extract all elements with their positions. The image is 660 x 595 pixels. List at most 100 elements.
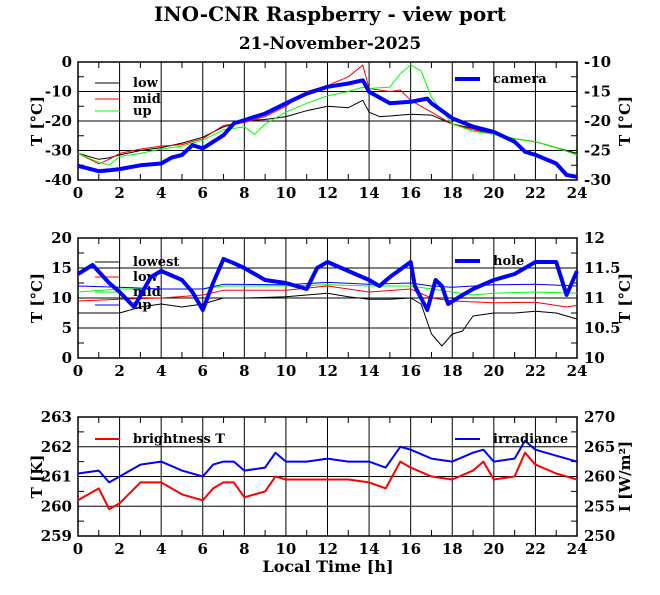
x-tick-label: 8 bbox=[239, 362, 249, 380]
x-tick-label: 16 bbox=[400, 540, 421, 558]
y-right-tick-label: -15 bbox=[584, 83, 611, 101]
legend-label: camera bbox=[493, 72, 547, 87]
x-tick-label: 24 bbox=[567, 362, 588, 380]
y-right-tick-label: 260 bbox=[584, 468, 615, 486]
x-tick-label: 6 bbox=[198, 540, 208, 558]
series-line-brightness-T bbox=[77, 451, 578, 511]
y-axis-right-label: I [W/m²] bbox=[616, 441, 634, 512]
x-tick-label: 0 bbox=[73, 184, 83, 202]
x-tick-label: 18 bbox=[442, 540, 463, 558]
x-tick-label: 12 bbox=[317, 184, 338, 202]
y-right-tick-label: 265 bbox=[584, 438, 615, 456]
x-tick-label: 10 bbox=[275, 540, 296, 558]
x-tick-label: 14 bbox=[359, 184, 380, 202]
series-line-low bbox=[77, 285, 578, 308]
x-tick-label: 20 bbox=[483, 540, 504, 558]
panel-1: 0 2 4 6 8 10 12 14 16 18 20 22 24-40 -30-30 -25-20 -20-… bbox=[28, 53, 634, 202]
x-tick-label: 2 bbox=[114, 184, 124, 202]
x-tick-label: 2 bbox=[114, 362, 124, 380]
x-tick-label: 0 bbox=[73, 540, 83, 558]
y-tick-label: -30 bbox=[45, 142, 72, 160]
legend-label: mid bbox=[133, 92, 161, 107]
y-right-tick-label: -25 bbox=[584, 142, 611, 160]
x-tick-label: 10 bbox=[275, 184, 296, 202]
series-line-hole bbox=[76, 257, 579, 312]
x-tick-label: 4 bbox=[156, 184, 166, 202]
x-tick-label: 6 bbox=[198, 184, 208, 202]
x-tick-label: 14 bbox=[359, 540, 380, 558]
y-tick-label: 261 bbox=[41, 468, 72, 486]
y-right-tick-label: 250 bbox=[584, 527, 615, 545]
y-tick-label: 0 bbox=[62, 349, 72, 367]
y-axis-label: T [°C] bbox=[28, 273, 46, 323]
series-line-low bbox=[77, 99, 578, 160]
plot-frame bbox=[77, 237, 578, 359]
x-tick-label: 10 bbox=[275, 362, 296, 380]
x-tick-label: 20 bbox=[483, 362, 504, 380]
x-tick-label: 8 bbox=[239, 540, 249, 558]
x-tick-label: 4 bbox=[156, 362, 166, 380]
y-tick-label: -10 bbox=[45, 83, 72, 101]
x-tick-label: 12 bbox=[317, 540, 338, 558]
series-line-lowest bbox=[78, 292, 578, 347]
x-tick-label: 14 bbox=[359, 362, 380, 380]
series-line-up bbox=[77, 64, 578, 166]
series-line-up bbox=[77, 281, 578, 290]
y-tick-label: 260 bbox=[41, 497, 72, 515]
y-right-tick-label: 255 bbox=[584, 497, 615, 515]
legend-label: hole bbox=[493, 254, 524, 269]
y-axis-right-label: T [°C] bbox=[616, 273, 634, 323]
y-right-tick-label: 10 bbox=[584, 349, 605, 367]
x-tick-label: 22 bbox=[525, 362, 546, 380]
x-tick-label: 24 bbox=[567, 184, 588, 202]
x-tick-label: 0 bbox=[73, 362, 83, 380]
y-tick-label: 263 bbox=[41, 408, 72, 426]
y-axis-right-label: T [°C] bbox=[616, 96, 634, 146]
x-tick-label: 12 bbox=[317, 362, 338, 380]
y-tick-label: -40 bbox=[45, 171, 72, 189]
x-tick-label: 22 bbox=[525, 184, 546, 202]
x-tick-label: 6 bbox=[198, 362, 208, 380]
legend-label: low bbox=[133, 76, 159, 91]
y-tick-label: 259 bbox=[41, 527, 72, 545]
x-tick-label: 4 bbox=[156, 540, 166, 558]
x-tick-label: 8 bbox=[239, 184, 249, 202]
x-tick-label: 2 bbox=[114, 540, 124, 558]
y-axis-label: T [K] bbox=[28, 455, 46, 499]
y-tick-label: 5 bbox=[62, 319, 72, 337]
x-tick-label: 22 bbox=[525, 540, 546, 558]
x-tick-label: 16 bbox=[400, 362, 421, 380]
x-tick-label: 24 bbox=[567, 540, 588, 558]
series-line-camera bbox=[77, 78, 578, 179]
x-tick-label: 18 bbox=[442, 362, 463, 380]
legend-label: brightness T bbox=[133, 432, 225, 447]
y-tick-label: -20 bbox=[45, 112, 72, 130]
y-tick-label: 15 bbox=[51, 259, 72, 277]
legend-label: up bbox=[133, 104, 152, 119]
chart-subtitle: 21-November-2025 bbox=[239, 34, 421, 54]
y-right-tick-label: 11.5 bbox=[584, 259, 621, 277]
legend-label: low bbox=[133, 270, 159, 285]
chart-title: INO-CNR Raspberry - view port bbox=[154, 2, 507, 26]
legend-label: irradiance bbox=[493, 432, 568, 447]
y-tick-label: 20 bbox=[51, 229, 72, 247]
x-tick-label: 20 bbox=[483, 184, 504, 202]
y-right-tick-label: 270 bbox=[584, 408, 615, 426]
x-tick-label: 16 bbox=[400, 184, 421, 202]
series-line-irradiance bbox=[77, 439, 578, 484]
y-right-tick-label: 12 bbox=[584, 229, 605, 247]
x-tick-label: 18 bbox=[442, 184, 463, 202]
series-line-mid bbox=[77, 64, 578, 165]
legend-label: lowest bbox=[133, 255, 179, 270]
y-tick-label: 262 bbox=[41, 438, 72, 456]
x-axis-label: Local Time [h] bbox=[262, 557, 393, 576]
y-tick-label: 10 bbox=[51, 289, 72, 307]
y-right-tick-label: -20 bbox=[584, 112, 611, 130]
y-right-tick-label: -30 bbox=[584, 171, 611, 189]
y-right-tick-label: 10.5 bbox=[584, 319, 621, 337]
y-axis-label: T [°C] bbox=[28, 96, 46, 146]
plot-frame bbox=[77, 416, 578, 537]
